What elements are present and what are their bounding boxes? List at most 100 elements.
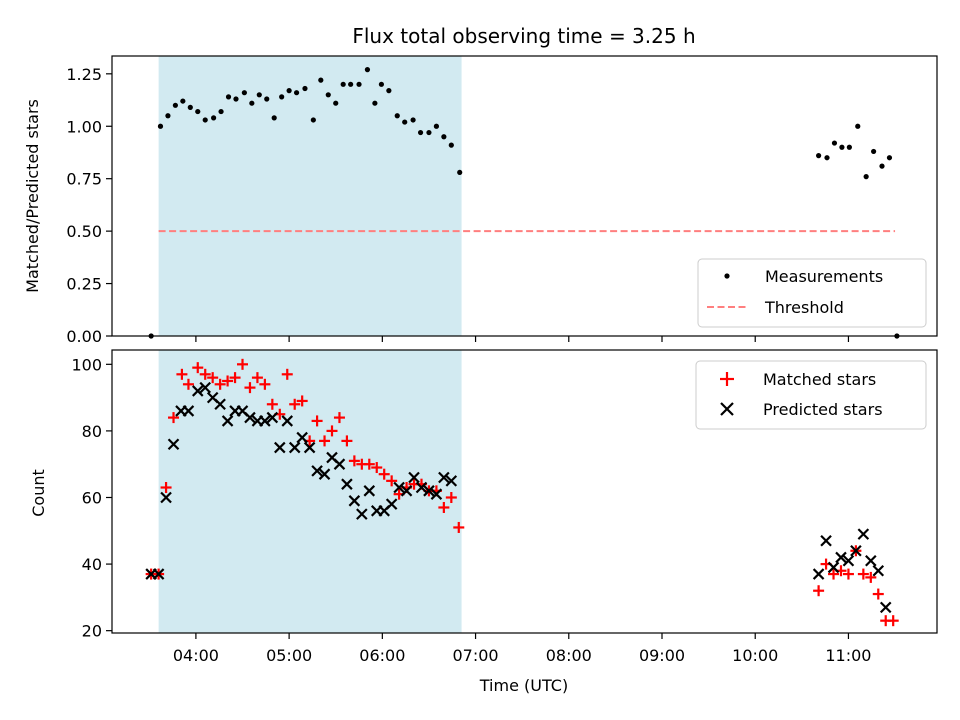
observing-span: [158, 350, 462, 633]
x-stroke: [872, 564, 885, 577]
ratio-y-axis-label: Matched/Predicted stars: [23, 99, 42, 293]
observing-span: [158, 56, 462, 336]
matched-star-point: [341, 435, 353, 447]
matched-star-point: [222, 375, 234, 387]
x-stroke: [393, 481, 405, 494]
predicted-star-point: [259, 415, 271, 427]
x-stroke: [311, 465, 323, 477]
predicted-star-point: [857, 528, 870, 540]
predicted-star-point: [191, 385, 204, 397]
measurement-point: [241, 90, 247, 96]
x-tick-label: 11:00: [825, 646, 871, 665]
x-tick-label: 05:00: [266, 646, 312, 665]
predicted-star-point: [445, 475, 458, 487]
predicted-star-point: [820, 534, 832, 547]
x-tick-label: 04:00: [173, 646, 219, 665]
matched-star-point: [251, 372, 263, 384]
measurement-point: [249, 100, 255, 106]
measurement-point: [879, 163, 885, 169]
predicted-star-point: [288, 441, 301, 454]
x-stroke: [199, 381, 211, 394]
measurement-point: [348, 81, 354, 87]
matched-star-point: [386, 475, 398, 487]
matched-star-point: [453, 521, 465, 533]
x-stroke: [865, 554, 877, 567]
measurement-point: [333, 100, 339, 106]
predicted-star-point: [152, 568, 165, 580]
matched-star-point: [281, 368, 293, 380]
measurement-point: [417, 129, 424, 136]
x-stroke: [842, 554, 855, 567]
matched-star-point: [244, 382, 256, 394]
y-tick-label: 0.00: [66, 327, 102, 346]
predicted-star-point: [160, 491, 172, 504]
predicted-star-point: [400, 485, 413, 497]
predicted-star-point: [393, 481, 405, 494]
matched-star-point: [813, 585, 825, 597]
measurement-point: [839, 144, 845, 150]
x-stroke: [191, 385, 204, 397]
predicted-star-point: [244, 411, 256, 424]
predicted-star-point: [438, 471, 450, 484]
matched-star-point: [828, 568, 840, 580]
measurement-point: [855, 123, 861, 129]
matched-star-point: [887, 615, 899, 627]
matched-star-point: [207, 372, 219, 384]
measurement-point: [433, 123, 440, 129]
matched-star-point: [182, 378, 194, 390]
measurement-point: [256, 92, 262, 98]
predicted-star-point: [827, 561, 840, 574]
predicted-star-point: [341, 478, 353, 490]
matched-star-point: [363, 458, 375, 470]
predicted-star-point: [333, 458, 346, 470]
matched-star-point: [371, 462, 383, 474]
predicted-star-point: [356, 508, 368, 520]
x-stroke: [348, 495, 361, 507]
predicted-star-point: [214, 398, 226, 411]
matched-star-point: [199, 368, 211, 380]
x-stroke: [221, 415, 234, 427]
matched-star-point: [176, 368, 188, 380]
predicted-star-point: [872, 564, 885, 577]
predicted-star-point: [363, 485, 376, 497]
measurement-point: [318, 77, 324, 83]
predicted-star-point: [266, 411, 279, 424]
measurement-point: [271, 115, 277, 121]
predicted-star-point: [303, 441, 316, 454]
x-stroke: [303, 441, 316, 454]
x-stroke: [385, 498, 398, 510]
x-stroke: [430, 488, 443, 500]
legend-threshold-label: Threshold: [764, 298, 844, 317]
x-stroke: [236, 405, 249, 417]
x-stroke: [415, 481, 428, 494]
predicted-star-point: [879, 601, 892, 614]
matched-star-point: [266, 398, 278, 410]
measurement-point: [816, 153, 822, 159]
matched-star-point: [237, 358, 249, 370]
predicted-star-point: [281, 415, 294, 427]
y-tick-label: 60: [82, 488, 102, 507]
predicted-star-point: [311, 465, 323, 477]
measurement-point: [310, 117, 316, 123]
x-stroke: [333, 458, 346, 470]
x-stroke: [266, 411, 279, 424]
x-tick-label: 10:00: [732, 646, 778, 665]
x-stroke: [812, 568, 825, 580]
y-tick-label: 0.25: [66, 275, 102, 294]
measurement-point: [426, 129, 432, 136]
x-stroke: [408, 471, 420, 484]
matched-star-point: [857, 568, 869, 580]
x-stroke: [318, 468, 331, 480]
measurement-point: [195, 108, 201, 115]
ratio-legend: Measurements Threshold: [697, 258, 927, 328]
measurement-point: [172, 102, 178, 108]
measurement-point: [886, 155, 893, 161]
predicted-star-point: [274, 441, 286, 454]
chart-title: Flux total observing time = 3.25 h: [352, 24, 695, 48]
ratio-panel: 0.00 0.25 0.50 0.75 1.00 1.25 Matched/Predict…: [23, 55, 938, 346]
matched-star-point: [872, 588, 884, 600]
matched-star-point: [160, 482, 172, 494]
matched-star-point: [438, 501, 450, 513]
predicted-star-point: [385, 498, 398, 510]
predicted-star-point: [423, 485, 435, 497]
